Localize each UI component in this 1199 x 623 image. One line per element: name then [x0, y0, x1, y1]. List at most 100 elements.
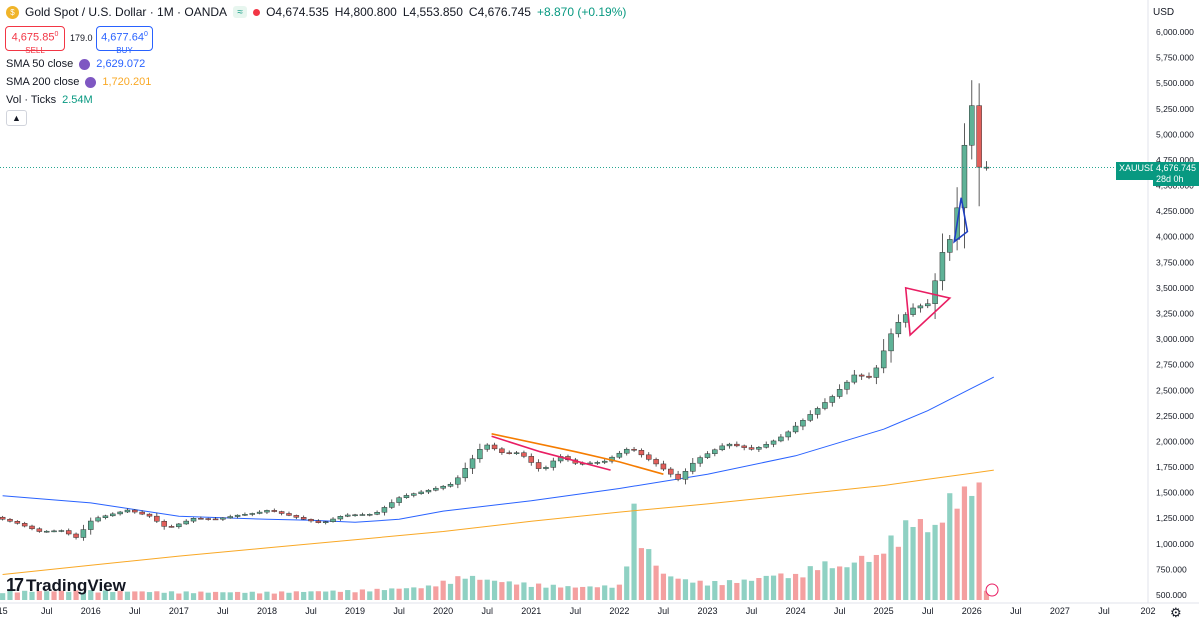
volume-bar — [264, 591, 270, 600]
candle-body — [976, 105, 982, 168]
candle-body — [352, 514, 358, 517]
orange-trendline — [491, 433, 664, 475]
candle-body — [36, 528, 43, 532]
candle-body — [594, 462, 601, 464]
chevron-up-icon: ▲ — [12, 113, 21, 123]
sell-button[interactable]: 4,675.850 SELL — [5, 26, 65, 55]
candle-body — [601, 460, 608, 463]
volume-bar — [110, 592, 116, 600]
indicator-volume[interactable]: Vol · Ticks 2.54M — [6, 94, 93, 106]
volume-bar — [976, 482, 982, 600]
tradingview-logo[interactable]: 17 TradingView — [6, 575, 126, 596]
volume-bar — [14, 592, 20, 600]
candle-body — [983, 166, 990, 169]
volume-bar — [323, 591, 329, 600]
sma200-line — [2, 469, 994, 575]
x-tick-label: 2022 — [609, 606, 629, 616]
x-tick-label: Jul — [305, 606, 317, 616]
sma50-line — [2, 376, 995, 523]
volume-bar — [770, 575, 777, 600]
candle-body — [234, 514, 241, 517]
y-tick-label: 2,250.000 — [1156, 411, 1194, 421]
volume-bar — [558, 587, 564, 600]
candle-body — [95, 517, 101, 522]
candle-body — [87, 520, 94, 530]
pink-triangle-2025 — [904, 286, 952, 337]
volume-bar — [95, 592, 101, 600]
y-tick-label: 6,000.000 — [1156, 27, 1194, 37]
candle-body — [0, 516, 6, 520]
candle-body — [895, 322, 902, 335]
indicator-sma200[interactable]: SMA 200 close 1,720.201 — [6, 76, 151, 88]
candle-body — [293, 515, 300, 518]
x-tick-label: 2026 — [962, 606, 982, 616]
volume-bar — [242, 592, 248, 600]
volume-bar — [154, 591, 160, 600]
sell-price-sup: 0 — [54, 31, 59, 38]
candle-body — [242, 514, 248, 516]
x-tick-label: Jul — [481, 606, 493, 616]
volume-bar — [293, 591, 299, 600]
x-tick-label: Jul — [746, 606, 758, 616]
volume-bar — [734, 582, 740, 600]
volume-bar — [778, 573, 784, 600]
candle-body — [117, 511, 123, 515]
candle-body — [873, 367, 880, 378]
volume-bar — [499, 582, 505, 600]
candle-body — [447, 483, 454, 487]
x-tick-label: Jul — [834, 606, 846, 616]
volume-bar — [785, 578, 791, 600]
compare-bars-icon[interactable]: ≈ — [233, 6, 248, 18]
volume-bar — [624, 566, 630, 600]
candle-body — [513, 452, 520, 454]
candle-body — [462, 468, 468, 479]
volume-bar — [939, 522, 946, 600]
candle-body — [924, 303, 931, 307]
candle-body — [154, 515, 160, 522]
volume-bar — [132, 591, 138, 600]
candle-body — [389, 502, 395, 508]
symbol-title[interactable]: Gold Spot / U.S. Dollar · 1M · OANDA — [25, 5, 228, 19]
x-tick-label: Jul — [129, 606, 141, 616]
candle-body — [286, 513, 292, 516]
candle-body — [682, 471, 689, 480]
y-tick-label: 5,250.000 — [1156, 104, 1194, 114]
volume-bar — [484, 579, 490, 600]
x-tick-label: 2021 — [521, 606, 541, 616]
candle-body — [65, 530, 72, 535]
y-tick-label: 4,750.000 — [1156, 155, 1194, 165]
candle-body — [836, 389, 843, 397]
volume-bar — [616, 584, 622, 600]
buy-button[interactable]: 4,677.640 BUY — [96, 26, 153, 55]
currency-button[interactable]: USD — [1153, 7, 1175, 18]
volume-bar — [308, 591, 314, 600]
sma200-settings-icon[interactable] — [85, 76, 97, 88]
volume-bar — [462, 578, 468, 600]
volume-bar — [440, 580, 446, 600]
candle-body — [264, 510, 270, 513]
sma50-settings-icon[interactable] — [79, 58, 91, 70]
volume-bar — [506, 581, 512, 600]
volume-bar — [418, 588, 424, 600]
candle-body — [770, 440, 777, 445]
volume-bar — [822, 561, 828, 600]
volume-bar — [198, 591, 204, 600]
indicator-sma50[interactable]: SMA 50 close 2,629.072 — [6, 58, 145, 70]
volume-bar — [521, 582, 527, 600]
volume-bar — [543, 587, 549, 600]
volume-bar — [205, 592, 211, 600]
volume-bar — [257, 593, 263, 600]
volume-bar — [697, 580, 703, 600]
y-tick-label: 1,000.000 — [1156, 539, 1194, 549]
volume-bar — [638, 548, 644, 600]
market-status-icon — [253, 8, 261, 16]
volume-bar — [352, 592, 358, 600]
x-tick-label: 2017 — [169, 606, 189, 616]
collapse-legend-button[interactable]: ▲ — [6, 110, 27, 126]
candle-body — [411, 493, 417, 496]
chart-settings-icon[interactable]: ⚙ — [1170, 605, 1182, 620]
candle-body — [947, 239, 953, 253]
tradingview-wordmark: TradingView — [26, 575, 126, 595]
volume-bar — [29, 591, 35, 600]
